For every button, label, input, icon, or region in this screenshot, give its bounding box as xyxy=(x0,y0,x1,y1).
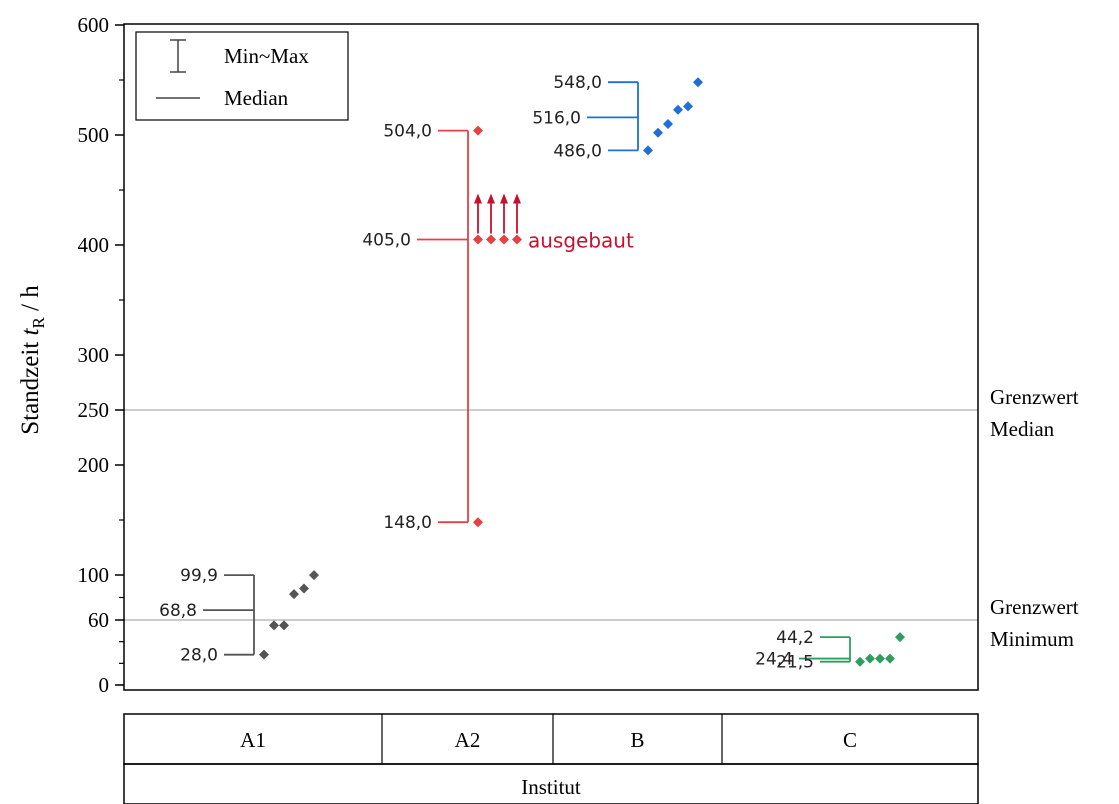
max-label: 548,0 xyxy=(553,73,602,93)
y-tick-label: 60 xyxy=(88,608,109,632)
data-point xyxy=(279,620,289,631)
min-label: 148,0 xyxy=(383,513,432,533)
data-point xyxy=(643,145,653,156)
arrow-head xyxy=(487,193,495,204)
category-label: B xyxy=(630,728,644,752)
data-point xyxy=(865,653,875,664)
data-point xyxy=(473,517,483,528)
category-label: A1 xyxy=(240,728,266,752)
y-tick-label: 300 xyxy=(78,343,110,367)
data-point xyxy=(299,583,309,594)
data-point xyxy=(885,653,895,664)
arrow-head xyxy=(474,193,482,204)
data-point xyxy=(683,101,693,112)
arrow-head xyxy=(513,193,521,204)
data-point xyxy=(473,234,483,245)
y-tick-label: 600 xyxy=(78,13,110,37)
x-axis-label: Institut xyxy=(521,775,581,799)
median-label: 516,0 xyxy=(532,108,581,128)
min-label: 21,5 xyxy=(776,653,814,673)
y-tick-label: 500 xyxy=(78,123,110,147)
reference-line-label: Grenzwert Minimum xyxy=(990,595,1079,651)
y-axis-label: Standzeit tR / h xyxy=(17,285,48,435)
group-A2: 504,0 405,0 148,0 ausgebaut xyxy=(362,122,634,534)
max-label: 99,9 xyxy=(180,566,218,586)
min-label: 486,0 xyxy=(553,141,602,161)
max-label: 44,2 xyxy=(776,628,814,648)
median-label: 68,8 xyxy=(159,601,197,621)
data-point xyxy=(499,234,509,245)
y-tick-label: 400 xyxy=(78,233,110,257)
median-label: 24,4 xyxy=(755,650,793,670)
group-B: 548,0 516,0 486,0 xyxy=(532,73,703,161)
legend-box xyxy=(135,31,349,121)
data-point xyxy=(473,125,483,136)
data-point xyxy=(486,234,496,245)
y-tick-label: 250 xyxy=(78,398,110,422)
y-axis: 0 60 100 200 250 300 400 500 600 xyxy=(78,13,124,697)
y-tick-label: 200 xyxy=(78,453,110,477)
median-label: 405,0 xyxy=(362,231,411,251)
reference-line-label: Grenzwert Median xyxy=(990,385,1079,441)
data-point xyxy=(663,119,673,129)
plot-frame xyxy=(123,23,979,691)
data-point xyxy=(309,570,319,581)
category-label: A2 xyxy=(455,728,481,752)
xlabel-row xyxy=(123,763,979,804)
data-point xyxy=(653,127,663,138)
data-point xyxy=(855,656,865,667)
data-point xyxy=(512,234,522,245)
data-point xyxy=(693,77,703,88)
data-point xyxy=(875,653,885,664)
reference-lines: Grenzwert Median Grenzwert Minimum xyxy=(124,385,1079,651)
data-point xyxy=(673,104,683,115)
max-label: 504,0 xyxy=(383,122,432,142)
legend: Min~Max Median xyxy=(135,31,349,121)
group-C: 44,224,421,5 xyxy=(755,628,905,673)
min-label: 28,0 xyxy=(180,646,218,666)
data-point xyxy=(289,589,299,600)
data-point xyxy=(259,649,269,660)
plot-border xyxy=(123,23,979,691)
legend-label: Median xyxy=(224,86,289,110)
data-point xyxy=(895,632,905,643)
y-tick-label: 100 xyxy=(78,563,110,587)
arrow-head xyxy=(500,193,508,204)
category-label: C xyxy=(843,728,857,752)
data-point xyxy=(269,620,279,631)
legend-label: Min~Max xyxy=(224,44,309,68)
data-groups: 99,9 68,8 28,0 504,0 405,0 148,0 ausgebaut 548,… xyxy=(159,73,905,673)
x-axis-table: A1 A2 B C Institut xyxy=(123,713,979,804)
y-tick-label: 0 xyxy=(99,673,110,697)
annotation-label: ausgebaut xyxy=(528,229,634,253)
group-A1: 99,9 68,8 28,0 xyxy=(159,566,319,666)
